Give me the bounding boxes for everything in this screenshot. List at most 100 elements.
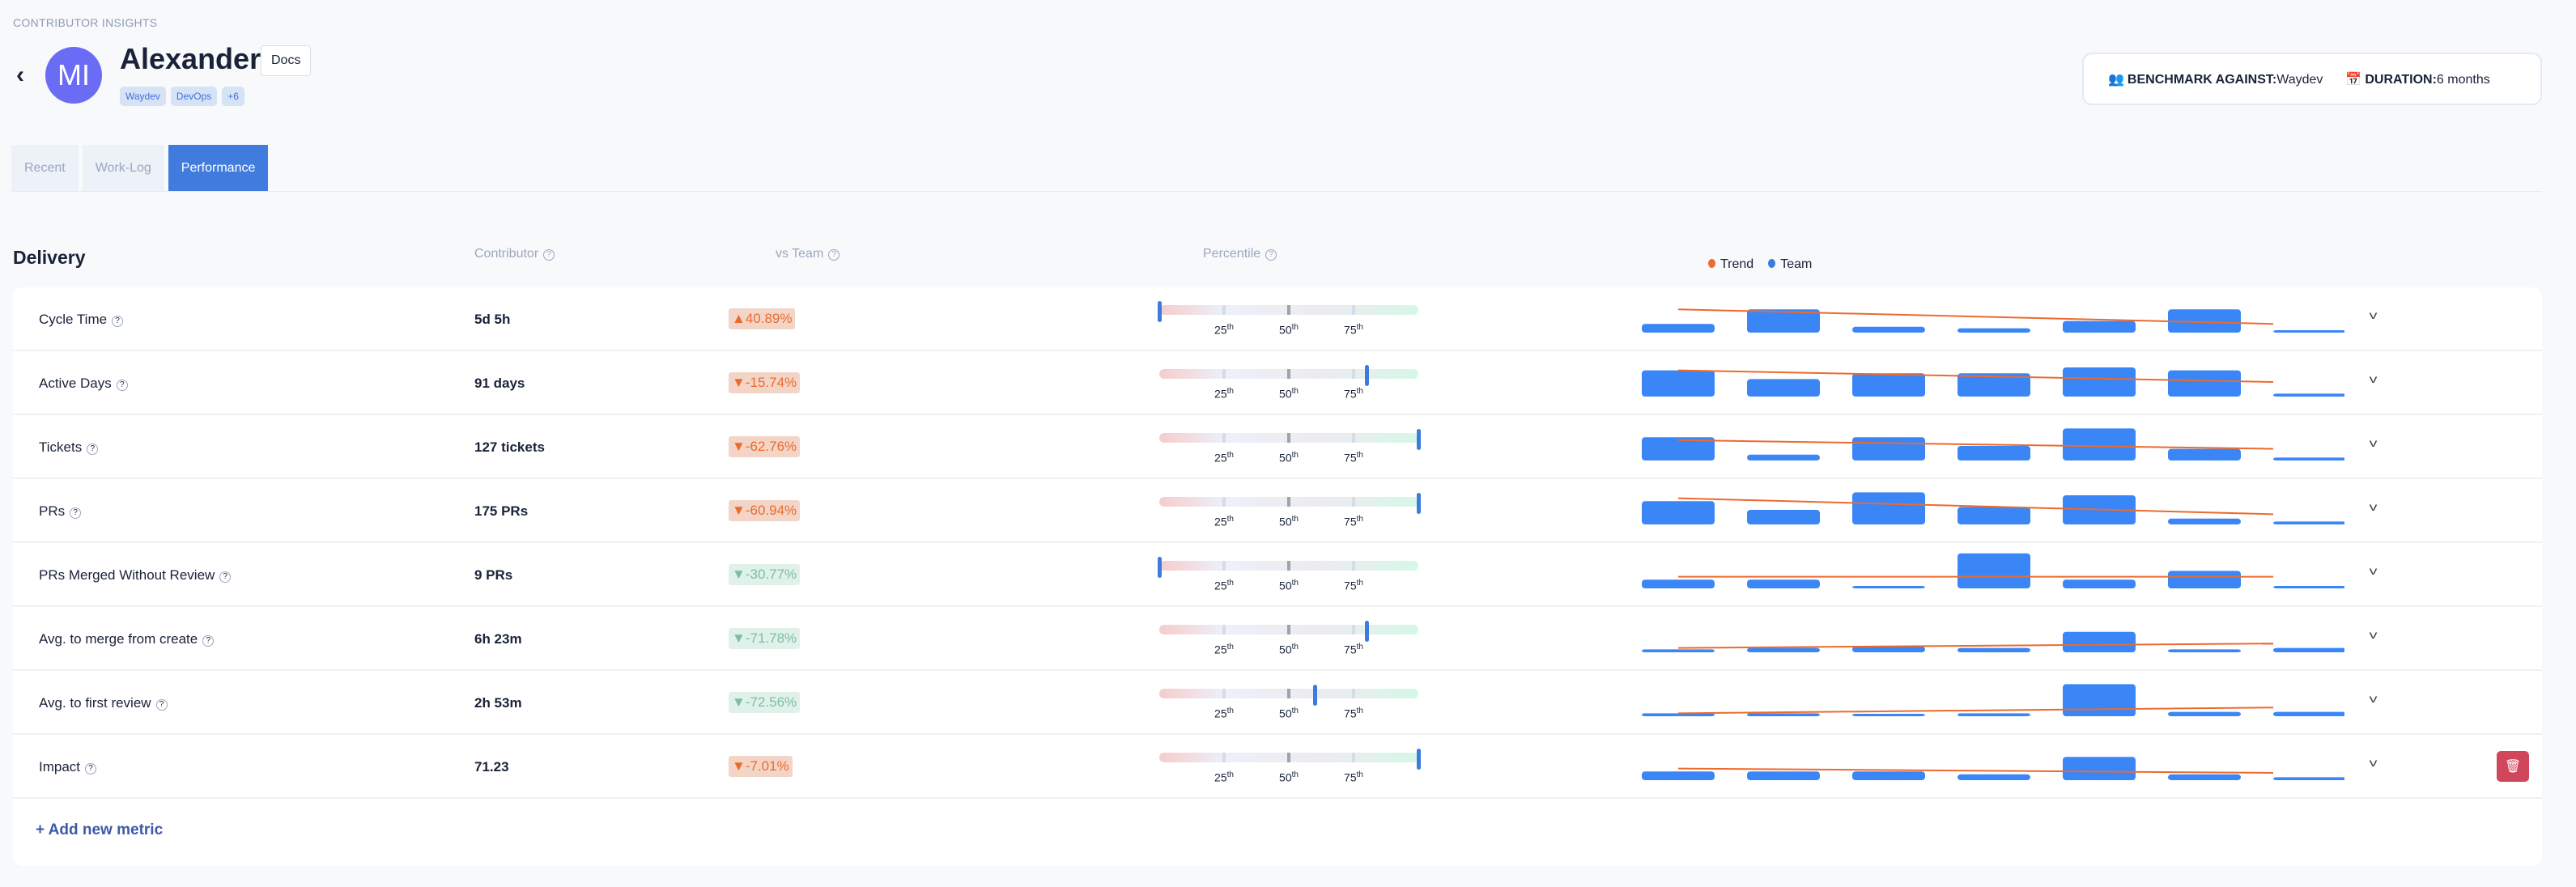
chevron-down-icon[interactable]: v [2369,756,2378,769]
percentile-label: 25th [1214,707,1234,720]
percentile-label: 75th [1344,707,1363,720]
metric-name: Tickets [39,439,83,455]
metric-name: PRs [39,503,66,519]
chevron-down-icon[interactable]: v [2369,308,2378,321]
metric-row: Active Days? 91 days ▼-15.74% 25th 50th 75… [13,351,2542,415]
team-bar [2273,647,2344,652]
chevron-down-icon[interactable]: v [2369,500,2378,513]
metric-name: Cycle Time [39,312,108,327]
percentile-label: 25th [1214,770,1234,784]
tick-50 [1287,497,1290,507]
help-icon[interactable]: ? [85,763,97,775]
tab-recent[interactable]: Recent [11,145,79,192]
percentile-label: 25th [1214,323,1234,337]
trend-chart [1642,631,2344,652]
tick-25 [1222,753,1226,762]
team-bar [1747,379,1820,397]
tick-50 [1287,753,1290,762]
metric-name: Avg. to merge from create [39,631,198,647]
trend-line [1677,767,2274,774]
legend-trend-label: Trend [1720,257,1754,271]
chevron-down-icon[interactable]: v [2369,436,2378,449]
delete-button[interactable]: 🗑 [2497,751,2529,782]
trend-chart [1642,553,2344,588]
metric-name: Impact [39,759,81,775]
help-icon[interactable]: ? [202,635,215,647]
legend-team: Team [1768,257,1812,272]
percentile-marker [1313,685,1317,706]
percentile-label: 50th [1279,323,1299,337]
tick-25 [1222,305,1226,315]
trend-chart [1642,492,2344,524]
tab-performance[interactable]: Performance [168,145,269,192]
team-bar [2273,457,2344,460]
team-bar [1747,713,1820,716]
metric-row: Tickets? 127 tickets ▼-62.76% 25th 50th 75… [13,415,2542,479]
team-bar [2063,684,2136,716]
help-icon[interactable]: ? [543,249,555,261]
help-icon[interactable]: ? [155,699,168,711]
team-bar [1852,326,1925,333]
contributor-value: 9 PRs [474,567,513,583]
percentile-label: 50th [1279,707,1299,720]
tag-waydev[interactable]: Waydev [120,87,166,106]
team-bar [2063,367,2136,397]
team-bar [2168,774,2241,780]
chevron-down-icon[interactable]: v [2369,372,2378,385]
vs-team-badge: ▼-72.56% [729,692,801,713]
percentile-bar [1159,365,1418,386]
tag-devops[interactable]: DevOps [170,87,218,106]
chevron-down-icon[interactable]: v [2369,628,2378,641]
tab-work-log[interactable]: Work-Log [82,145,164,192]
benchmark-panel[interactable]: 👥 BENCHMARK AGAINST:Waydev 📅 DURATION:6 mo… [2082,53,2542,105]
help-icon[interactable]: ? [1265,249,1277,261]
tick-75 [1352,561,1355,571]
metric-label: Impact? [39,759,97,775]
tick-75 [1352,433,1355,443]
team-bar [2168,571,2241,588]
chevron-down-icon[interactable]: v [2369,564,2378,577]
team-bar [2273,521,2344,524]
help-icon[interactable]: ? [87,444,99,455]
benchmark-value: Waydev [2276,72,2323,87]
help-icon[interactable]: ? [219,571,232,583]
team-bar [1747,454,1820,460]
percentile-label: 50th [1279,770,1299,784]
docs-button[interactable]: Docs [261,45,312,76]
team-bar [2168,518,2241,524]
percentile-label: 25th [1214,579,1234,592]
metric-label: Tickets? [39,439,99,456]
help-icon[interactable]: ? [828,249,840,261]
team-bar [1852,586,1925,588]
trend-chart [1642,757,2344,780]
team-bar [1958,446,2030,460]
percentile-bar [1159,493,1421,514]
divider [11,191,2542,192]
help-icon[interactable]: ? [116,380,128,391]
team-bar [1642,713,1715,716]
help-icon[interactable]: ? [112,316,124,327]
chart-legend: Trend Team [1708,257,1812,272]
benchmark-label: BENCHMARK AGAINST: [2127,72,2277,87]
help-icon[interactable]: ? [70,507,82,519]
tick-75 [1352,305,1355,315]
percentile-bar [1158,301,1418,322]
vs-team-badge: ▼-15.74% [729,372,801,393]
contributor-value: 71.23 [474,759,509,775]
metric-row: Cycle Time? 5d 5h ▲40.89% 25th 50th 75th v [13,287,2542,351]
trend-line [1677,643,2274,649]
chevron-down-icon[interactable]: v [2369,692,2378,705]
contributor-name: Alexander [120,42,261,75]
add-metric-button[interactable]: + Add new metric [36,821,164,838]
percentile-label: 50th [1279,515,1299,528]
percentile-bar [1159,621,1418,642]
team-bar [2273,777,2344,780]
tick-50 [1287,305,1290,315]
back-chevron-icon[interactable]: ‹ [16,62,24,88]
team-bar [1642,771,1715,780]
percentile-label: 75th [1344,387,1363,401]
percentile-marker [1158,301,1162,322]
tag-more[interactable]: +6 [222,87,244,106]
metric-name: PRs Merged Without Review [39,567,215,583]
team-bar [1958,328,2030,333]
